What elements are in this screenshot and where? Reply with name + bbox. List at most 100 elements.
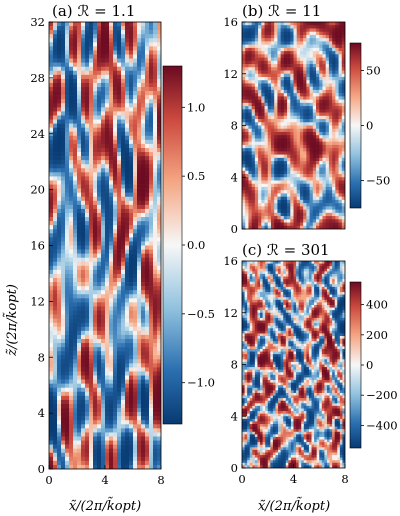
- heatmap-b-cell: [287, 76, 291, 81]
- heatmap-a-cell: [77, 152, 82, 157]
- heatmap-a-cell: [117, 412, 122, 417]
- heatmap-a-cell: [117, 74, 122, 80]
- heatmap-b-cell: [319, 22, 323, 26]
- heatmap-a-cell: [137, 180, 142, 185]
- heatmap-a-cell: [129, 192, 134, 198]
- heatmap-b-cell: [267, 151, 272, 155]
- heatmap-a-cell: [141, 119, 146, 124]
- heatmap-a-cell: [85, 38, 90, 43]
- heatmap-a-cell: [89, 428, 94, 433]
- heatmap-a-cell: [101, 123, 106, 128]
- heatmap-a-cell: [137, 50, 142, 55]
- heatmap-a-cell: [125, 119, 130, 124]
- heatmap-a-cell: [129, 371, 134, 376]
- heatmap-b-cell: [293, 119, 298, 123]
- heatmap-a-cell: [117, 176, 122, 181]
- heatmap-a-cell: [129, 139, 134, 145]
- heatmap-a-cell: [97, 249, 102, 254]
- heatmap-a-cell: [133, 78, 138, 84]
- heatmap-a-cell: [53, 460, 58, 466]
- heatmap-a-cell: [65, 294, 70, 299]
- heatmap-a-cell: [157, 131, 161, 137]
- heatmap-b-cell: [299, 144, 304, 149]
- heatmap-b-cell: [293, 151, 298, 155]
- heatmap-a-cell: [89, 387, 94, 393]
- heatmap-a-cell: [105, 452, 110, 458]
- heatmap-a-cell: [125, 168, 130, 173]
- heatmap-a-cell: [157, 253, 161, 258]
- heatmap-b-cell: [242, 41, 246, 45]
- heatmap-a-cell: [105, 180, 110, 185]
- heatmap-a-cell: [109, 387, 114, 393]
- heatmap-a-cell: [69, 383, 74, 389]
- panel-a-ylabel: z̃/(2π/k̃opt): [3, 284, 20, 357]
- heatmap-b-cell: [258, 144, 262, 149]
- heatmap-a-cell: [121, 343, 126, 348]
- heatmap-a-cell: [149, 294, 154, 299]
- heatmap-a-cell: [129, 172, 134, 177]
- heatmap-a-cell: [157, 172, 161, 177]
- heatmap-b-cell: [309, 170, 314, 175]
- heatmap-b-cell: [312, 206, 317, 210]
- heatmap-a-cell: [133, 456, 138, 462]
- heatmap-a-cell: [49, 310, 54, 315]
- heatmap-a-cell: [61, 119, 66, 124]
- heatmap-b-cell: [248, 157, 252, 162]
- heatmap-b-cell: [270, 73, 275, 78]
- heatmap-b-cell: [254, 138, 259, 142]
- heatmap-b-cell: [299, 89, 304, 94]
- heatmap-a-cell: [65, 261, 70, 267]
- heatmap-b-cell: [283, 174, 288, 178]
- heatmap-a-cell: [93, 208, 98, 214]
- heatmap-a-cell: [145, 322, 150, 328]
- heatmap-a-cell: [61, 225, 66, 230]
- heatmap-a-cell: [57, 338, 62, 344]
- heatmap-b-cell: [332, 102, 336, 107]
- heatmap-b-cell: [261, 154, 265, 159]
- heatmap-b-cell: [248, 167, 252, 172]
- heatmap-a-cell: [49, 330, 54, 336]
- heatmap-b-cell: [335, 141, 339, 146]
- heatmap-b-cell: [277, 131, 281, 136]
- heatmap-a-cell: [157, 452, 161, 458]
- heatmap-a-cell: [85, 318, 90, 324]
- heatmap-a-cell: [49, 359, 54, 364]
- heatmap-a-cell: [129, 204, 134, 210]
- heatmap-a-cell: [149, 412, 154, 417]
- heatmap-a-cell: [105, 204, 110, 210]
- heatmap-a-cell: [145, 107, 150, 112]
- heatmap-b-cell: [270, 93, 275, 97]
- heatmap-a-cell: [153, 107, 158, 112]
- heatmap-a-cell: [81, 464, 86, 469]
- heatmap-a-cell: [85, 367, 90, 372]
- heatmap-a-cell: [133, 237, 138, 242]
- heatmap-a-cell: [141, 424, 146, 429]
- heatmap-a-cell: [129, 403, 134, 409]
- heatmap-b-cell: [254, 115, 259, 120]
- heatmap-a-cell: [105, 448, 110, 454]
- heatmap-b-cell: [332, 128, 336, 133]
- heatmap-b-cell: [254, 148, 259, 152]
- heatmap-a-cell: [141, 359, 146, 364]
- heatmap-a-cell: [145, 334, 150, 340]
- heatmap-a-cell: [117, 208, 122, 214]
- heatmap-b-cell: [277, 109, 281, 113]
- heatmap-a-cell: [109, 87, 114, 92]
- heatmap-a-cell: [145, 399, 150, 405]
- heatmap-a-cell: [117, 82, 122, 88]
- heatmap-a-cell: [121, 139, 126, 145]
- heatmap-a-cell: [145, 444, 150, 449]
- heatmap-a-cell: [49, 343, 54, 348]
- heatmap-a-cell: [129, 326, 134, 332]
- heatmap-a-cell: [105, 306, 110, 311]
- heatmap-b-cell: [335, 157, 339, 162]
- heatmap-a-cell: [57, 278, 62, 283]
- heatmap-a-cell: [101, 334, 106, 340]
- heatmap-a-cell: [53, 42, 58, 47]
- heatmap-a-cell: [137, 152, 142, 157]
- heatmap-b-cell: [264, 174, 269, 178]
- heatmap-a-cell: [117, 322, 122, 328]
- heatmap-a-cell: [89, 306, 94, 311]
- heatmap-b-cell: [277, 86, 281, 91]
- heatmap-a-cell: [61, 204, 66, 210]
